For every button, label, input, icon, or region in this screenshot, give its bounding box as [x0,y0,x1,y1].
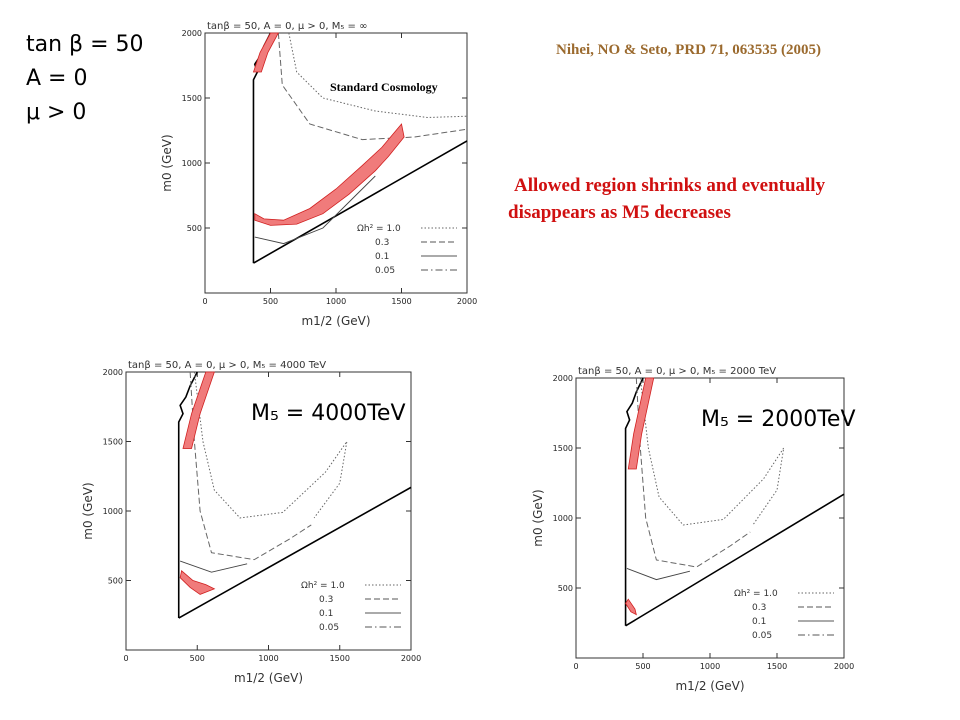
x-tick-label: 1500 [391,297,411,306]
legend-title: Ωh² = 1.0 [734,589,778,599]
excluded-boundary [177,371,198,619]
stau-lsp-boundary [253,140,468,264]
stau-lsp-boundary [178,486,412,619]
y-tick-label: 1000 [103,507,123,516]
allowed-band [182,371,215,449]
y-tick-label: 500 [558,584,573,593]
allowed-region [254,123,405,226]
y-tick-label: 2000 [182,29,202,38]
x-tick-label: 500 [635,662,650,671]
contour-omega-0-3 [277,32,468,141]
legend-title: Ωh² = 1.0 [357,224,401,234]
y-tick-label: 500 [187,224,202,233]
legend-title: Ωh² = 1.0 [301,581,345,591]
legend-entry: 0.1 [375,252,389,262]
contour-omega-0-3 [635,377,751,568]
y-tick-label: 2000 [553,374,573,383]
contour-omega-1-0 [288,32,468,119]
x-tick-label: 1000 [258,654,278,663]
y-tick-label: 2000 [103,368,123,377]
x-tick-label: 500 [190,654,205,663]
chart-panel-3: tanβ = 50, A = 0, μ > 0, M₅ = 2000 TeV 0 5… [531,366,856,693]
x-tick-label: 2000 [401,654,421,663]
x-tick-label: 0 [123,654,128,663]
summary-note-line-2: disappears as M5 decreases [508,202,731,223]
y-axis-label: m0 (GeV) [531,489,545,546]
y-axis-label: m0 (GeV) [81,482,95,539]
y-tick-label: 1500 [553,444,573,453]
citation: Nihei, NO & Seto, PRD 71, 063535 (2005) [556,42,821,58]
legend-entry: 0.3 [752,603,766,613]
x-tick-label: 500 [263,297,278,306]
summary-note-line-1: Allowed region shrinks and eventually [514,175,826,196]
y-tick-label: 500 [108,577,123,586]
x-axis-label: m1/2 (GeV) [234,671,303,685]
contour-omega-0-1 [179,560,248,573]
param-a: A = 0 [26,66,88,91]
plot-title: tanβ = 50, A = 0, μ > 0, M₅ = 2000 TeV [578,366,776,377]
legend-entry: 0.05 [752,631,772,641]
plot-title: tanβ = 50, A = 0, μ > 0, M₅ = ∞ [207,21,367,32]
y-tick-label: 1500 [103,438,123,447]
y-tick-label: 1500 [182,94,202,103]
plot-title: tanβ = 50, A = 0, μ > 0, M₅ = 4000 TeV [128,360,326,371]
legend-entry: 0.3 [319,595,333,605]
legend-entry: 0.1 [752,617,766,627]
x-axis-label: m1/2 (GeV) [301,314,370,328]
param-tan-beta: tan β = 50 [26,32,144,57]
y-tick-label: 1000 [182,159,202,168]
contour-omega-0-1 [626,567,691,581]
summary-note: Allowed region shrinks and eventually di… [508,172,928,226]
contour-omega-1-0 [639,377,785,526]
y-tick-label: 1000 [553,514,573,523]
chart-panel-2: tanβ = 50, A = 0, μ > 0, M₅ = 4000 TeV 0 5… [81,360,421,685]
parameter-list: tan β = 50 A = 0 μ > 0 [26,28,144,130]
y-axis-label: m0 (GeV) [160,134,174,191]
allowed-band [252,32,280,73]
x-tick-label: 1000 [700,662,720,671]
x-tick-label: 1500 [330,654,350,663]
allowed-band [627,377,655,470]
x-tick-label: 2000 [457,297,477,306]
excluded-boundary [624,377,644,626]
stau-lsp-boundary [625,493,845,627]
x-tick-label: 2000 [834,662,854,671]
standard-cosmology-label: Standard Cosmology [330,80,438,94]
contour-omega-1-0 [193,371,348,519]
legend-entry: 0.05 [319,623,339,633]
legend-entry: 0.05 [375,266,395,276]
x-tick-label: 1500 [767,662,787,671]
m5-annotation: M₅ = 2000TeV [701,407,856,432]
legend-entry: 0.1 [319,609,333,619]
legend-entry: 0.3 [375,238,389,248]
contour-omega-0-3 [189,371,312,561]
allowed-region [179,570,216,595]
x-tick-label: 0 [202,297,207,306]
allowed-region [625,598,637,616]
m5-annotation: M₅ = 4000TeV [251,401,406,426]
param-mu: μ > 0 [26,100,87,125]
x-axis-label: m1/2 (GeV) [675,679,744,693]
chart-panel-1: tanβ = 50, A = 0, μ > 0, M₅ = ∞ 0 500 1000 1… [160,21,477,328]
x-tick-label: 1000 [326,297,346,306]
contour-omega-0-1 [254,175,376,245]
x-tick-label: 0 [573,662,578,671]
